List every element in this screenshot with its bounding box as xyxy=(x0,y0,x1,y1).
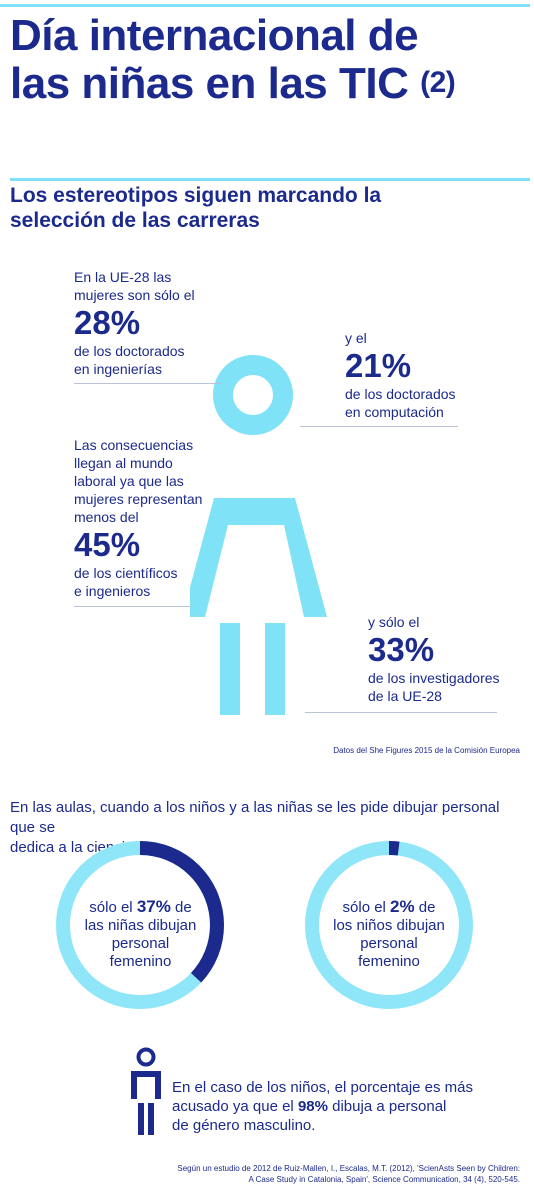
top-rule xyxy=(0,4,530,7)
girls-ring-label: sólo el 37% de las niñas dibujan persona… xyxy=(84,897,197,971)
stat-value-33: 33% xyxy=(368,631,435,668)
boys-ring-label: sólo el 2% de los niños dibujan personal… xyxy=(333,897,445,971)
stat-value-28: 28% xyxy=(74,304,141,341)
page-title: Día internacional de las niñas en las TI… xyxy=(10,12,530,107)
person-icon xyxy=(131,1047,161,1135)
boys-percentage: 2% xyxy=(390,897,415,916)
guide-line-33 xyxy=(305,712,497,713)
source-study: Según un estudio de 2012 de Ruiz-Mallen,… xyxy=(177,1164,520,1184)
title-line-2: las niñas en las TIC xyxy=(10,59,409,108)
stat-value-45: 45% xyxy=(74,526,141,563)
stat-researchers: y sólo el 33% de los investigadores de l… xyxy=(368,613,528,705)
boys-note: En el caso de los niños, el porcentaje e… xyxy=(172,1079,474,1134)
boys-ring-chart xyxy=(305,841,473,1009)
girls-ring-chart xyxy=(56,841,224,1009)
woman-figure-icon xyxy=(190,355,327,715)
title-suffix: (2) xyxy=(420,66,456,99)
source-she-figures: Datos del She Figures 2015 de la Comisió… xyxy=(333,746,520,755)
boys-ring-value xyxy=(305,841,473,1009)
stat-value-21: 21% xyxy=(345,347,412,384)
stat-phd-engineering: En la UE-28 las mujeres son sólo el 28% … xyxy=(74,268,224,378)
guide-line-28 xyxy=(74,383,222,384)
guide-line-45 xyxy=(74,606,192,607)
section-rule xyxy=(10,178,530,181)
stat-phd-computing: y el 21% de los doctorados en computació… xyxy=(345,329,495,421)
boys-98-percentage: 98% xyxy=(297,1098,328,1115)
stat-workforce: Las consecuencias llegan al mundo labora… xyxy=(74,436,224,600)
guide-line-21 xyxy=(300,426,458,427)
title-line-1: Día internacional de xyxy=(10,11,419,60)
section-subtitle: Los estereotipos siguen marcando la sele… xyxy=(10,184,382,232)
girls-percentage: 37% xyxy=(136,897,171,916)
girls-ring-value xyxy=(56,841,224,1009)
